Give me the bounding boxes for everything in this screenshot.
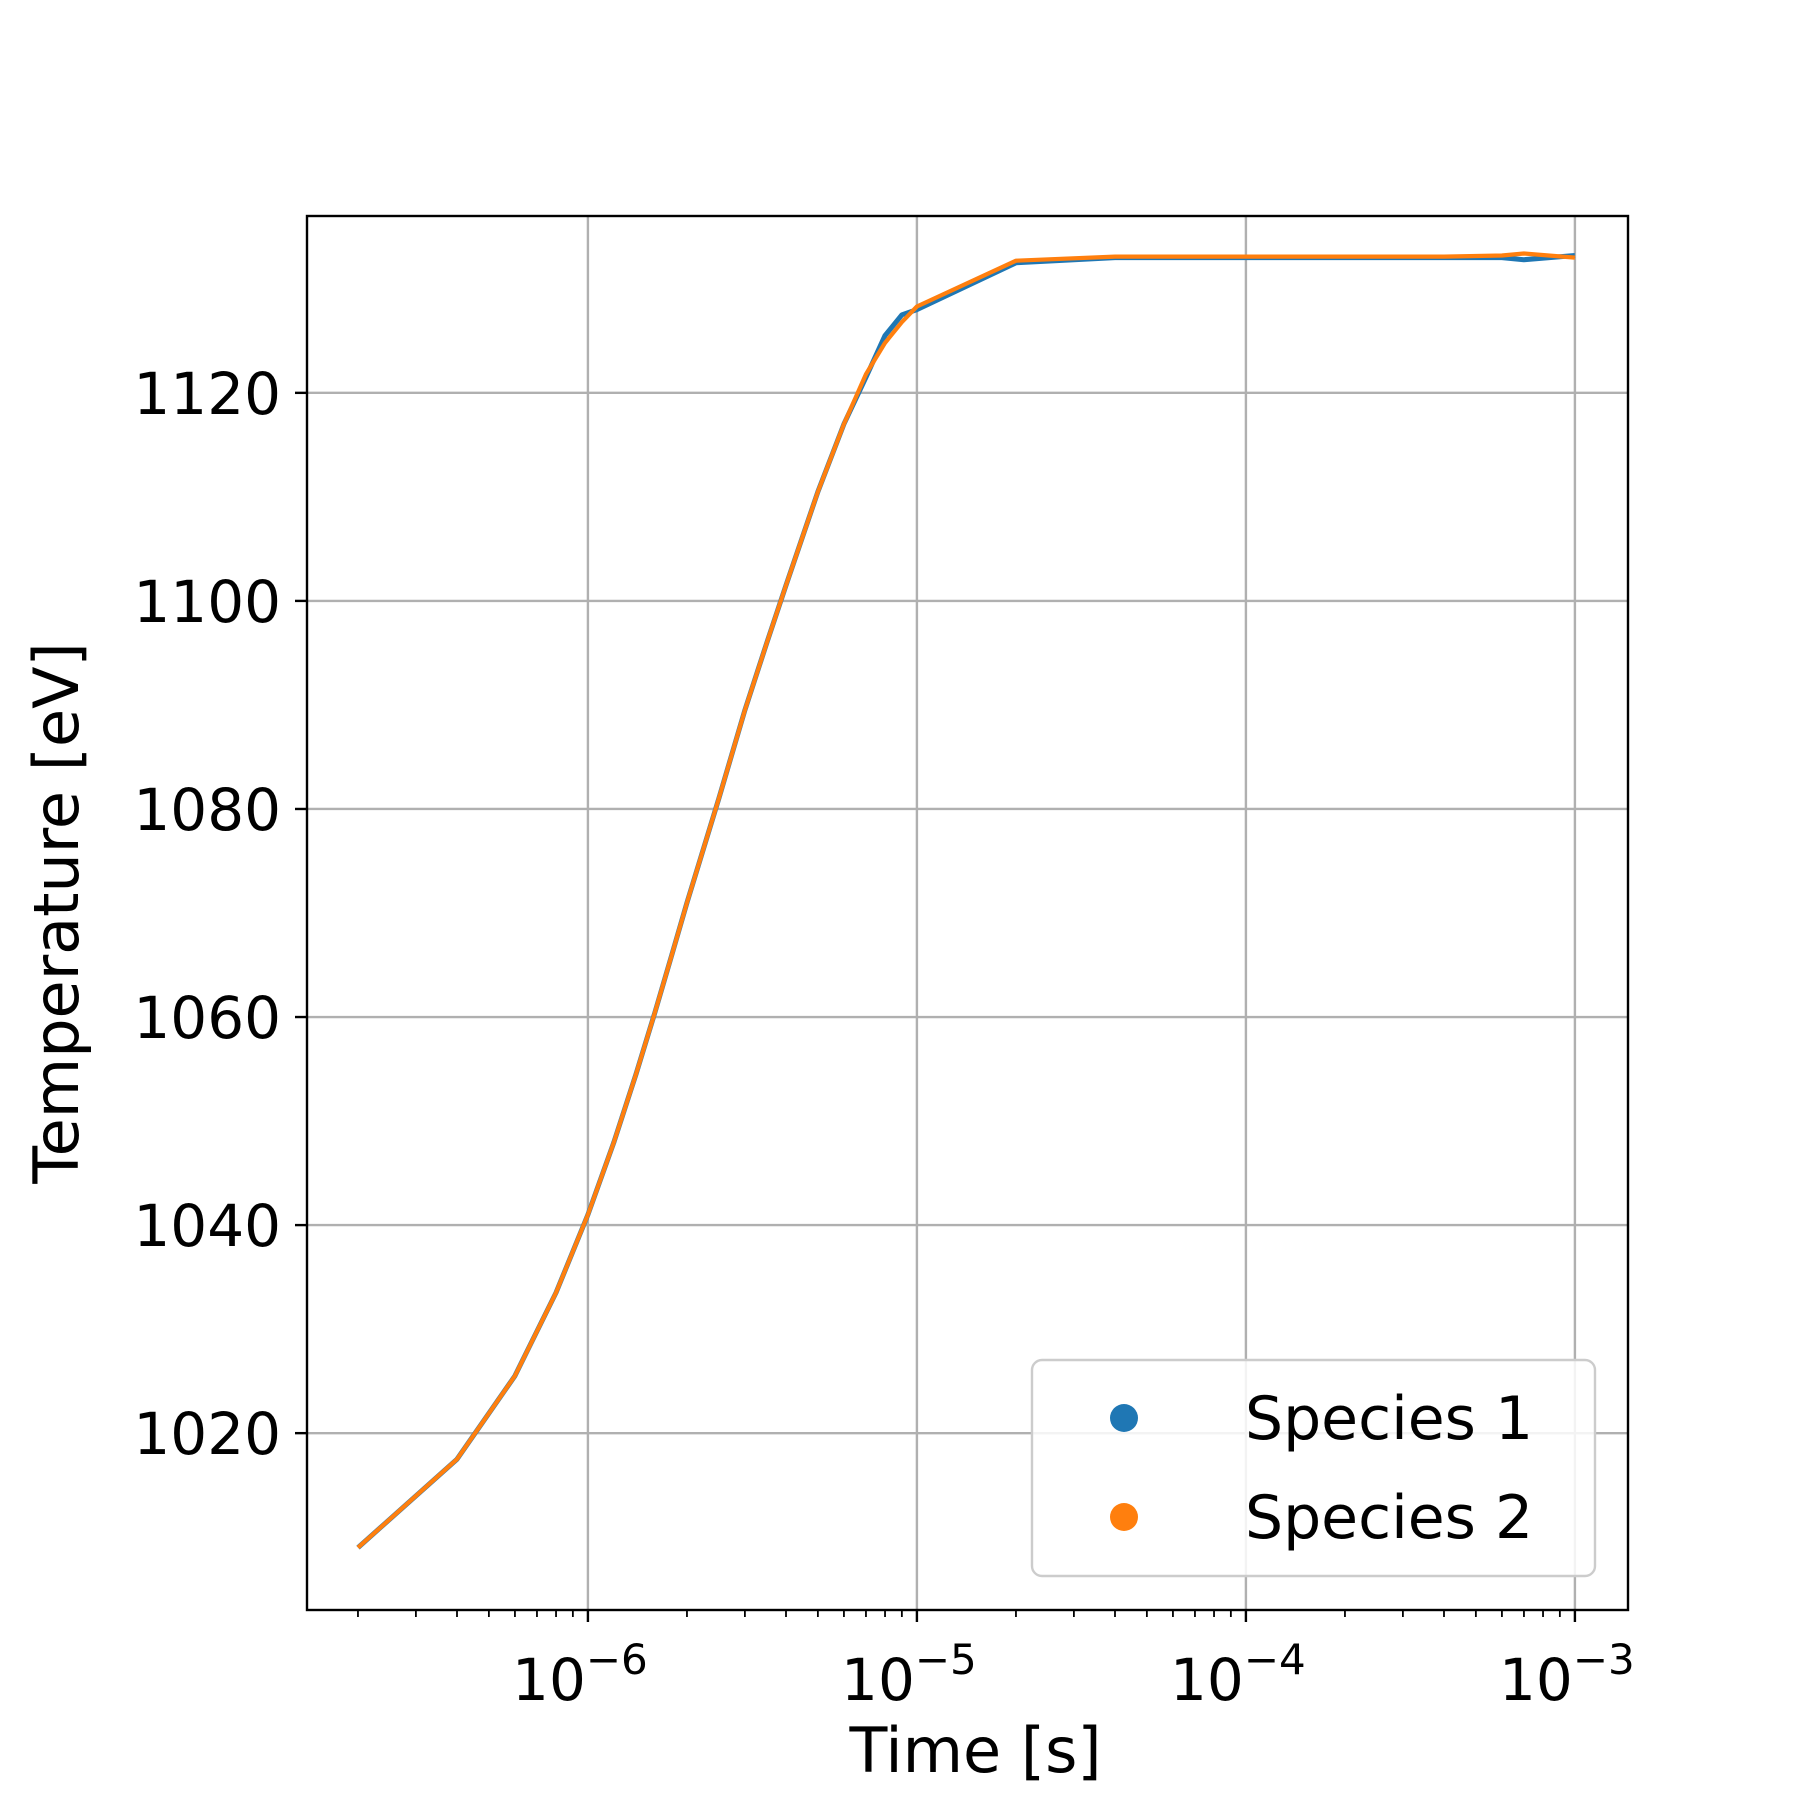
axis-ticks bbox=[295, 391, 1577, 1622]
x-axis-label: Time [s] bbox=[848, 1714, 1101, 1787]
y-tick-label: 1040 bbox=[133, 1192, 281, 1260]
legend-label-2: Species 2 bbox=[1245, 1483, 1533, 1553]
series-line-1 bbox=[356, 253, 1576, 1550]
x-tick-label: 10−6 bbox=[512, 1635, 648, 1714]
plot-frame bbox=[305, 214, 1630, 1612]
grid bbox=[307, 216, 1628, 1610]
y-tick-label: 1100 bbox=[133, 568, 281, 636]
x-tick-label: 10−3 bbox=[1499, 1635, 1635, 1714]
series-lines bbox=[356, 251, 1576, 1550]
x-tick-labels: 10−6 10−5 10−4 10−3 bbox=[512, 1635, 1635, 1714]
y-tick-label: 1060 bbox=[133, 984, 281, 1052]
y-tick-label: 1120 bbox=[133, 360, 281, 428]
legend-label-1: Species 1 bbox=[1245, 1384, 1533, 1454]
legend: Species 1 Species 2 bbox=[1030, 1358, 1597, 1578]
y-axis-label: Temperature [eV] bbox=[20, 642, 93, 1184]
y-tick-label: 1080 bbox=[133, 776, 281, 844]
x-tick-label: 10−5 bbox=[841, 1635, 977, 1714]
legend-box bbox=[1030, 1358, 1597, 1578]
legend-marker-2 bbox=[1110, 1503, 1138, 1531]
legend-marker-1 bbox=[1110, 1404, 1138, 1432]
y-tick-label: 1020 bbox=[133, 1400, 281, 1468]
series-line-2 bbox=[356, 251, 1576, 1550]
x-tick-label: 10−4 bbox=[1170, 1635, 1306, 1714]
y-tick-labels: 1020 1040 1060 1080 1100 1120 bbox=[133, 360, 281, 1468]
